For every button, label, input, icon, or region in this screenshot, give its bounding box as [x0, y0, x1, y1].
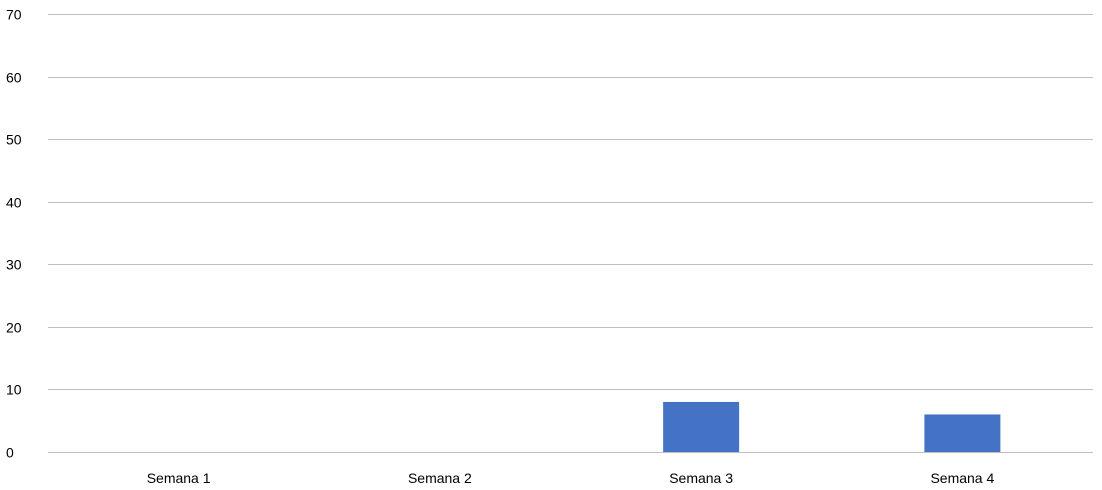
- y-tick-label: 30: [6, 257, 22, 273]
- x-axis-tick-labels: Semana 1 Semana 2 Semana 3 Semana 4: [147, 470, 995, 486]
- y-tick-label: 0: [6, 445, 14, 461]
- y-tick-label: 70: [6, 7, 22, 23]
- x-tick-label: Semana 3: [669, 470, 733, 486]
- gridlines: [48, 14, 1093, 390]
- y-axis-tick-labels: 0 10 20 30 40 50 60 70: [6, 7, 22, 461]
- bars: [663, 401, 1001, 452]
- y-tick-label: 40: [6, 195, 22, 211]
- x-tick-label: Semana 1: [147, 470, 211, 486]
- y-tick-label: 50: [6, 132, 22, 148]
- y-tick-label: 10: [6, 382, 22, 398]
- x-tick-label: Semana 4: [930, 470, 994, 486]
- bar: [924, 414, 1001, 452]
- y-tick-label: 20: [6, 320, 22, 336]
- bar: [663, 401, 740, 452]
- x-tick-label: Semana 2: [408, 470, 472, 486]
- y-tick-label: 60: [6, 70, 22, 86]
